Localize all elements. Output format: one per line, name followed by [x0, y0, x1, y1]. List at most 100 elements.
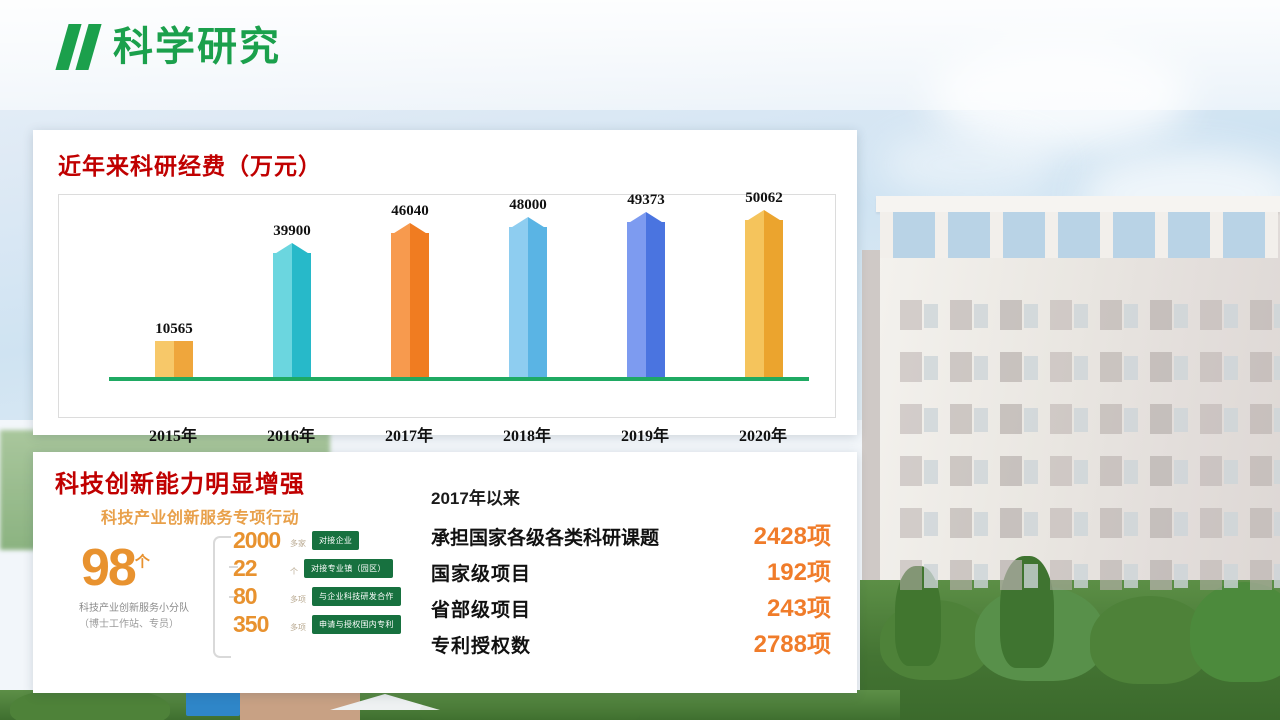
bar-2017: [391, 223, 429, 377]
page-title: 科学研究: [113, 25, 281, 69]
window-glass: [1124, 304, 1138, 328]
window: [1000, 404, 1022, 434]
window: [1200, 404, 1222, 434]
window-glass: [1224, 564, 1238, 588]
bar-2016: [273, 243, 311, 377]
window: [950, 456, 972, 486]
window: [1150, 404, 1172, 434]
window: [1200, 456, 1222, 486]
window: [900, 352, 922, 382]
window: [1250, 560, 1272, 590]
window-glass: [924, 564, 938, 588]
bar-value-label: 50062: [745, 190, 783, 206]
chart-plot-area: 10565 39900: [58, 190, 836, 418]
stat-value: 2428项: [753, 523, 831, 550]
brace-icon: [213, 536, 231, 658]
window-glass: [1274, 304, 1280, 328]
bar-2020: [745, 210, 783, 377]
research-funding-card: 近年来科研经费（万元） 10565 39900: [33, 130, 857, 445]
window: [1100, 508, 1122, 538]
window-glass: [1124, 408, 1138, 432]
window-glass: [1174, 356, 1188, 380]
window: [950, 352, 972, 382]
bar-2019: [627, 212, 665, 377]
bar-item: 48000: [509, 197, 547, 377]
window-glass: [924, 304, 938, 328]
window: [900, 560, 922, 590]
row-tag: 申请与授权国内专利: [312, 614, 401, 634]
double-slash-icon: [55, 24, 102, 70]
window-glass: [1024, 408, 1038, 432]
window: [900, 300, 922, 330]
bar-item: 39900: [273, 223, 311, 377]
window: [1200, 352, 1222, 382]
infographic-caption-2: （博士工作站、专员）: [79, 619, 179, 630]
bar-value-label: 48000: [509, 197, 547, 213]
bar-value-label: 49373: [627, 192, 665, 208]
infographic-row: 80 多项 与企业科技研发合作: [233, 582, 433, 610]
bar-item: 46040: [391, 203, 429, 377]
section-title: 科技创新能力明显增强: [55, 471, 305, 498]
window: [1250, 404, 1272, 434]
infographic-caption-1: 科技产业创新服务小分队: [79, 603, 189, 614]
chart-title: 近年来科研经费（万元）: [58, 153, 322, 179]
stats-heading: 2017年以来: [431, 489, 520, 508]
window-glass: [974, 408, 988, 432]
infographic: 科技产业创新服务专项行动 98个 科技产业创新服务小分队 （博士工作站、专员） …: [73, 504, 423, 679]
window-glass: [1174, 512, 1188, 536]
row-number: 350: [233, 610, 269, 637]
window-glass: [1024, 512, 1038, 536]
bar-value-label: 10565: [155, 321, 193, 337]
window-glass: [1024, 564, 1038, 588]
window-glass: [1174, 408, 1188, 432]
window-glass: [924, 512, 938, 536]
window: [900, 508, 922, 538]
path: [240, 690, 360, 720]
stats-list: 2017年以来 承担国家各级各类科研课题 2428项 国家级项目 192项 省部…: [431, 484, 831, 660]
infographic-rows: 2000 多家 对接企业 22 个 对接专业镇（园区） 80 多项 与企业科技研…: [233, 526, 433, 638]
window: [1150, 508, 1172, 538]
window-glass: [1024, 356, 1038, 380]
window-glass: [974, 356, 988, 380]
window-glass: [1274, 512, 1280, 536]
stat-row: 专利授权数 2788项: [431, 624, 831, 658]
row-unit: 个: [290, 566, 298, 576]
window-glass: [1124, 512, 1138, 536]
window: [1000, 352, 1022, 382]
window: [1150, 300, 1172, 330]
stat-label: 承担国家各级各类科研课题: [431, 528, 660, 549]
roof-beam: [876, 196, 1280, 212]
window: [1100, 404, 1122, 434]
title-row: 科学研究: [55, 24, 281, 70]
bar-value-label: 46040: [391, 203, 429, 219]
window-glass: [1274, 460, 1280, 484]
stat-row: 承担国家各级各类科研课题 2428项: [431, 516, 831, 550]
stat-row: 省部级项目 243项: [431, 588, 831, 622]
window-glass: [1224, 512, 1238, 536]
window: [1200, 300, 1222, 330]
window: [1150, 560, 1172, 590]
window-glass: [1074, 304, 1088, 328]
window: [1000, 560, 1022, 590]
window: [1100, 456, 1122, 486]
header-bar: 科学研究: [0, 0, 1280, 110]
big-number-unit: 个: [134, 553, 150, 571]
window-glass: [1174, 304, 1188, 328]
window-glass: [974, 304, 988, 328]
window: [1050, 404, 1072, 434]
x-label: 2016年: [266, 428, 316, 445]
window: [1100, 300, 1122, 330]
bar-group: 10565 39900: [59, 190, 835, 377]
stat-value: 2788项: [753, 631, 831, 658]
window: [1050, 352, 1072, 382]
window-glass: [1274, 408, 1280, 432]
infographic-row: 350 多项 申请与授权国内专利: [233, 610, 433, 638]
row-tag: 与企业科技研发合作: [312, 586, 401, 606]
window: [1150, 352, 1172, 382]
x-label: 2018年: [502, 428, 552, 445]
window: [950, 560, 972, 590]
window-glass: [924, 408, 938, 432]
window: [1250, 300, 1272, 330]
window-glass: [1174, 460, 1188, 484]
